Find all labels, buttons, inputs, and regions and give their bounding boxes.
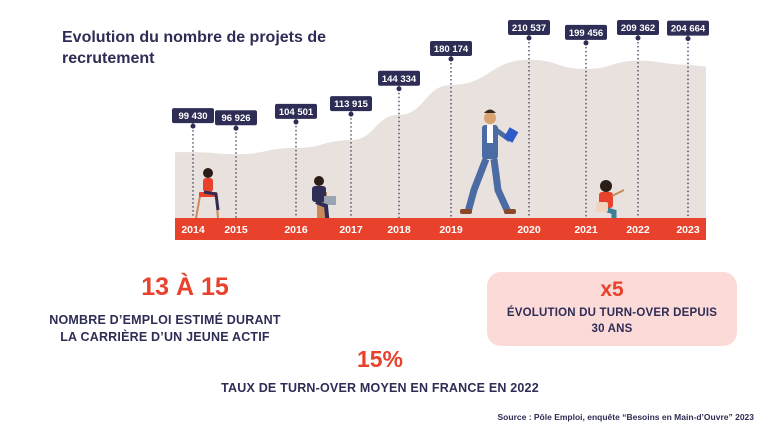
value-label: 210 537	[508, 20, 550, 35]
value-marker	[583, 40, 589, 46]
year-tick-labels: 2014 2015 2016 2017 2018 2019 2020 2021 2022 2023	[181, 224, 700, 236]
area-series	[175, 59, 706, 219]
year-tick-label: 2017	[339, 224, 363, 236]
employment-range-label: NOMBRE D’EMPLOI ESTIMÉ DURANT LA CARRIÈR…	[49, 313, 281, 344]
value-marker	[685, 36, 691, 42]
svg-text:113 915: 113 915	[334, 99, 369, 110]
year-tick-label: 2015	[224, 224, 248, 236]
value-label: 144 334	[378, 70, 420, 86]
year-tick-label: 2014	[181, 224, 205, 236]
year-tick-label: 2021	[574, 224, 598, 236]
turnover-rate-value: 15%	[356, 346, 404, 372]
year-tick-label: 2020	[517, 224, 541, 236]
svg-text:199 456: 199 456	[569, 28, 603, 39]
year-tick-label: 2016	[284, 224, 308, 236]
value-stems	[190, 34, 691, 218]
recruitment-area-chart: 2014 2015 2016 2017 2018 2019 2020 2021 2022 2023…	[172, 20, 709, 240]
turnover-rate-label: TAUX DE TURN-OVER MOYEN EN FRANCE EN 202…	[221, 381, 539, 395]
employment-range-value: 13 À 15	[141, 273, 229, 301]
value-label: 209 362	[617, 20, 659, 35]
turnover-multiplier-value: x5	[600, 278, 624, 301]
turnover-multiplier-label: ÉVOLUTION DU TURN-OVER DEPUIS 30 ANS	[506, 307, 718, 335]
person-walking-tablet-icon	[460, 109, 519, 214]
svg-text:204 664: 204 664	[671, 24, 706, 35]
value-marker	[396, 86, 402, 92]
value-marker	[448, 56, 454, 62]
svg-text:96 926: 96 926	[221, 113, 250, 124]
svg-text:144 334: 144 334	[382, 74, 417, 85]
value-marker	[190, 123, 196, 129]
value-marker	[233, 125, 239, 131]
value-label: 204 664	[667, 20, 709, 36]
value-label: 180 174	[430, 40, 472, 56]
value-marker	[293, 119, 299, 125]
year-tick-label: 2022	[626, 224, 650, 236]
year-axis-band	[175, 218, 706, 240]
value-labels: 99 430 96 926 104 501 113 915 144 334 180 174…	[172, 20, 709, 126]
svg-text:104 501: 104 501	[279, 107, 314, 118]
svg-text:180 174: 180 174	[434, 44, 469, 55]
year-tick-label: 2023	[676, 224, 700, 236]
svg-text:209 362: 209 362	[621, 23, 655, 34]
svg-text:210 537: 210 537	[512, 23, 546, 34]
person-sitting-chair-icon	[195, 168, 220, 219]
person-sitting-laptop-icon	[312, 176, 336, 227]
value-label: 104 501	[275, 103, 317, 119]
value-marker	[526, 35, 532, 41]
year-tick-label: 2019	[439, 224, 463, 236]
chart-title: Evolution du nombre de projets de recrut…	[62, 29, 327, 67]
year-tick-label: 2018	[387, 224, 411, 236]
value-marker	[348, 111, 354, 117]
source-note: Source : Pôle Emploi, enquête “Besoins e…	[497, 412, 754, 422]
value-marker	[635, 35, 641, 41]
turnover-multiplier-card	[487, 272, 737, 346]
value-label: 113 915	[330, 96, 372, 112]
value-label: 96 926	[215, 110, 257, 126]
svg-text:99 430: 99 430	[178, 111, 207, 122]
value-label: 199 456	[565, 24, 607, 40]
value-label: 99 430	[172, 108, 214, 124]
